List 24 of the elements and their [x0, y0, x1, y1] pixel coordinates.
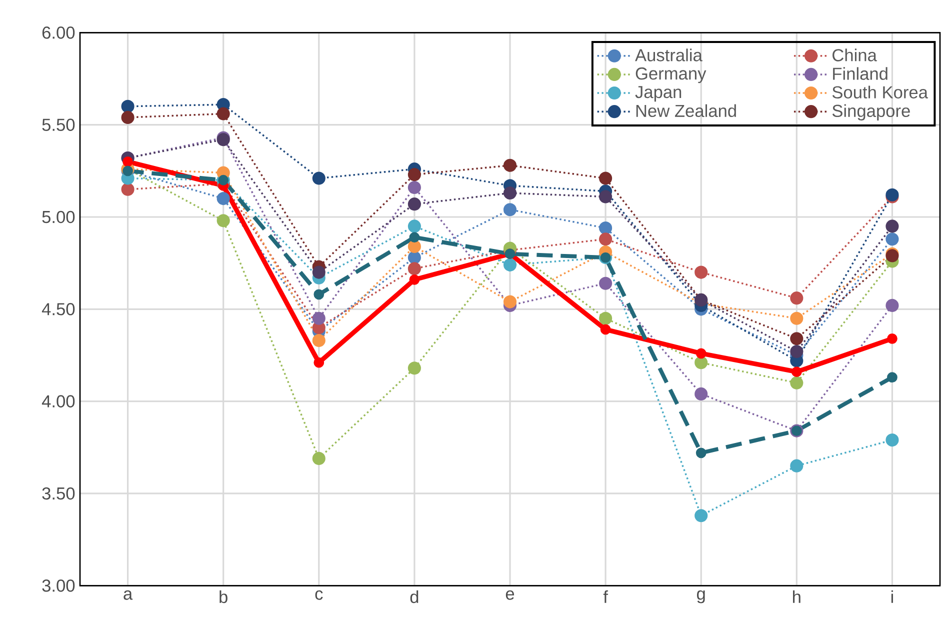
y-tick-label: 3.00 — [42, 580, 75, 592]
legend-label: New Zealand — [636, 104, 736, 118]
x-tick-label: b — [220, 590, 228, 604]
x-tick-label: c — [315, 590, 323, 600]
x-tick-label: e — [506, 590, 514, 600]
x-tick-label: h — [793, 590, 800, 603]
y-tick-label: 6.00 — [42, 26, 75, 39]
x-tick-label: g — [697, 590, 705, 604]
x-tick-label: a — [124, 590, 133, 600]
legend-label: Finland — [833, 67, 888, 80]
legend-label: South Korea — [832, 86, 928, 98]
y-tick-label: 3.50 — [42, 487, 75, 500]
x-tick-label: i — [891, 590, 893, 603]
legend-label: China — [832, 48, 877, 62]
y-tick-label: 5.00 — [42, 210, 75, 224]
y-tick-label: 4.50 — [42, 303, 75, 316]
x-tick-label: f — [603, 590, 608, 603]
y-tick-label: 5.50 — [42, 118, 75, 131]
legend-label: Australia — [635, 48, 702, 62]
legend-label: Japan — [635, 86, 682, 102]
x-tick-label: d — [410, 590, 418, 604]
legend-label: Germany — [636, 67, 706, 84]
legend-label: Singapore — [832, 104, 910, 120]
y-tick-label: 4.00 — [42, 395, 75, 408]
